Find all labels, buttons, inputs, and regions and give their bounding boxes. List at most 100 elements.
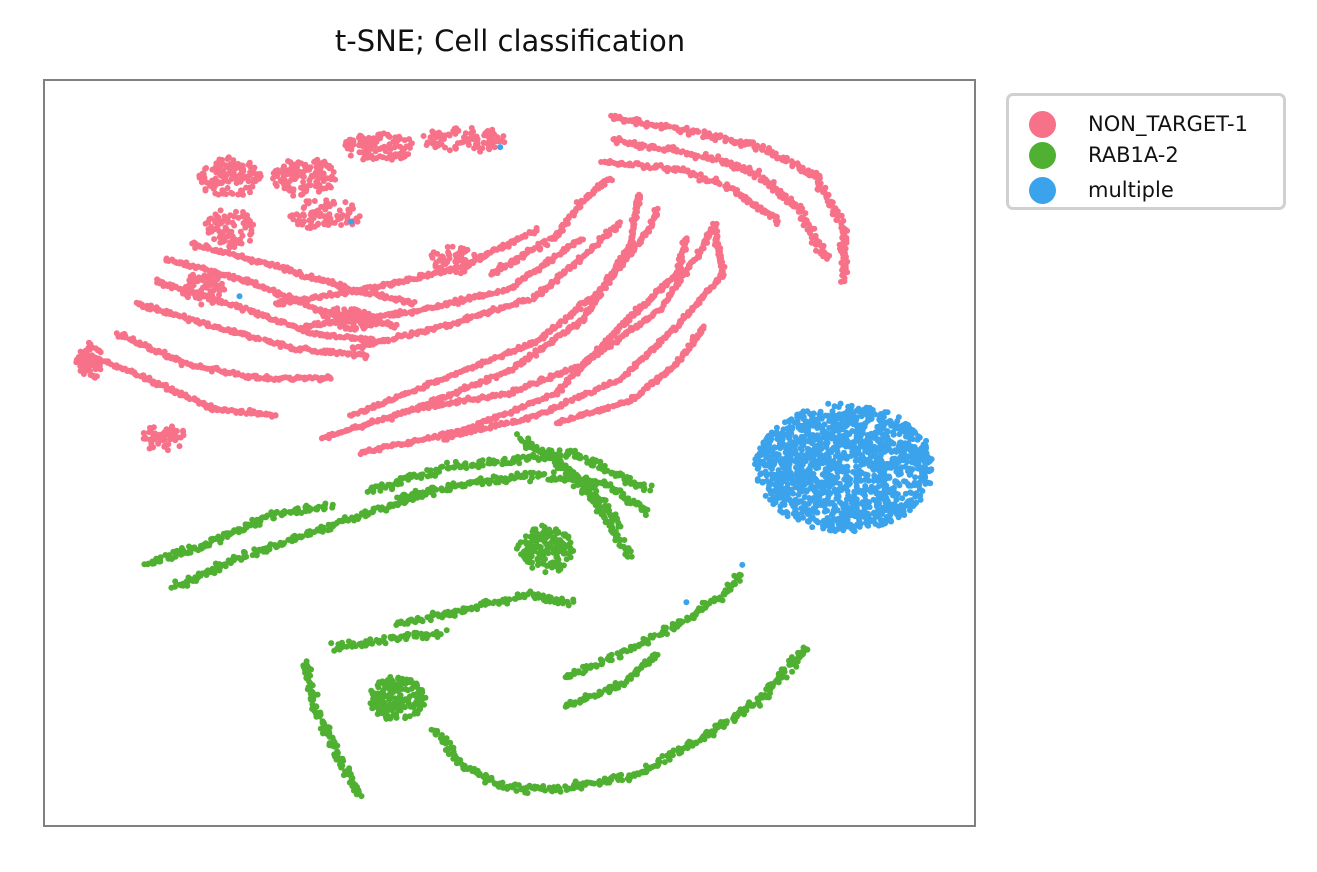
data-point-non-target-1 xyxy=(243,184,250,191)
data-point-non-target-1 xyxy=(185,283,192,289)
data-point-non-target-1 xyxy=(92,345,99,352)
data-point-non-target-1 xyxy=(87,367,93,374)
data-point-non-target-1 xyxy=(526,351,533,358)
data-point-non-target-1 xyxy=(360,324,367,331)
data-point-non-target-1 xyxy=(804,170,811,177)
data-point-non-target-1 xyxy=(90,359,97,366)
data-point-non-target-1 xyxy=(636,191,642,198)
data-point-non-target-1 xyxy=(452,145,459,152)
data-point-rab1a-2 xyxy=(266,546,273,553)
data-point-non-target-1 xyxy=(299,221,306,228)
data-point-non-target-1 xyxy=(203,284,210,291)
data-point-non-target-1 xyxy=(643,123,650,130)
data-point-non-target-1 xyxy=(225,178,232,185)
data-point-non-target-1 xyxy=(97,349,104,356)
data-point-non-target-1 xyxy=(692,171,699,178)
data-point-non-target-1 xyxy=(287,268,293,275)
data-point-non-target-1 xyxy=(209,177,216,184)
data-point-non-target-1 xyxy=(152,430,159,437)
data-point-non-target-1 xyxy=(228,407,235,413)
data-point-non-target-1 xyxy=(617,219,623,226)
data-point-non-target-1 xyxy=(351,326,358,333)
data-point-non-target-1 xyxy=(287,213,294,220)
data-point-non-target-1 xyxy=(228,302,235,309)
data-point-non-target-1 xyxy=(205,276,212,283)
data-point-non-target-1 xyxy=(459,267,466,273)
data-point-non-target-1 xyxy=(237,410,244,417)
data-point-non-target-1 xyxy=(782,192,789,199)
data-point-non-target-1 xyxy=(231,213,238,220)
data-point-non-target-1 xyxy=(311,159,318,165)
data-point-non-target-1 xyxy=(663,121,670,128)
data-point-non-target-1 xyxy=(272,180,279,187)
data-point-non-target-1 xyxy=(325,216,332,223)
data-point-non-target-1 xyxy=(212,217,218,224)
data-point-non-target-1 xyxy=(348,306,355,313)
data-point-non-target-1 xyxy=(215,191,222,198)
data-point-non-target-1 xyxy=(735,162,742,169)
data-point-non-target-1 xyxy=(231,222,238,229)
data-point-non-target-1 xyxy=(217,282,224,289)
data-point-non-target-1 xyxy=(160,437,167,444)
data-point-non-target-1 xyxy=(694,128,701,135)
data-point-non-target-1 xyxy=(391,278,398,285)
data-point-non-target-1 xyxy=(217,172,224,179)
data-point-rab1a-2 xyxy=(215,533,222,540)
data-point-non-target-1 xyxy=(383,155,390,162)
data-point-non-target-1 xyxy=(774,218,781,225)
data-point-non-target-1 xyxy=(91,374,98,381)
data-point-non-target-1 xyxy=(321,312,328,319)
data-point-non-target-1 xyxy=(714,228,721,235)
data-point-non-target-1 xyxy=(312,374,318,381)
data-point-non-target-1 xyxy=(220,238,226,245)
data-point-non-target-1 xyxy=(755,169,761,176)
data-point-non-target-1 xyxy=(457,139,464,146)
data-point-non-target-1 xyxy=(611,115,618,122)
data-point-non-target-1 xyxy=(281,181,287,188)
data-point-non-target-1 xyxy=(694,153,701,160)
data-point-non-target-1 xyxy=(257,375,264,382)
data-point-non-target-1 xyxy=(256,336,263,343)
data-point-non-target-1 xyxy=(670,324,677,331)
data-point-non-target-1 xyxy=(360,141,367,148)
data-point-non-target-1 xyxy=(229,190,236,197)
data-point-non-target-1 xyxy=(474,141,481,148)
data-point-non-target-1 xyxy=(301,212,307,219)
data-point-non-target-1 xyxy=(813,241,819,248)
data-point-rab1a-2 xyxy=(314,505,320,512)
data-point-non-target-1 xyxy=(359,149,366,156)
data-point-non-target-1 xyxy=(297,347,304,354)
data-point-non-target-1 xyxy=(453,259,460,266)
data-point-non-target-1 xyxy=(248,227,255,234)
data-point-non-target-1 xyxy=(191,275,198,282)
data-point-non-target-1 xyxy=(210,185,217,192)
data-point-non-target-1 xyxy=(492,393,498,400)
data-point-non-target-1 xyxy=(330,169,337,175)
data-point-non-target-1 xyxy=(224,156,231,162)
data-point-non-target-1 xyxy=(405,151,412,158)
data-point-rab1a-2 xyxy=(195,573,202,580)
data-point-non-target-1 xyxy=(446,147,453,154)
data-point-non-target-1 xyxy=(629,141,636,148)
data-point-non-target-1 xyxy=(321,158,328,165)
data-point-rab1a-2 xyxy=(394,481,401,488)
data-point-non-target-1 xyxy=(216,288,223,294)
data-point-non-target-1 xyxy=(293,211,300,218)
data-point-non-target-1 xyxy=(783,158,790,165)
data-point-non-target-1 xyxy=(546,235,553,242)
data-point-non-target-1 xyxy=(230,175,237,182)
data-point-non-target-1 xyxy=(435,265,442,271)
data-point-non-target-1 xyxy=(251,164,258,171)
data-point-non-target-1 xyxy=(225,170,232,177)
data-point-non-target-1 xyxy=(353,215,360,222)
data-point-non-target-1 xyxy=(504,420,511,427)
data-point-rab1a-2 xyxy=(157,558,164,565)
data-point-non-target-1 xyxy=(326,162,333,169)
data-point-rab1a-2 xyxy=(256,546,263,553)
data-point-non-target-1 xyxy=(270,175,276,182)
data-point-non-target-1 xyxy=(313,180,320,187)
data-point-non-target-1 xyxy=(180,427,186,434)
data-point-non-target-1 xyxy=(680,126,686,133)
data-point-non-target-1 xyxy=(713,156,720,163)
data-point-non-target-1 xyxy=(306,177,313,184)
